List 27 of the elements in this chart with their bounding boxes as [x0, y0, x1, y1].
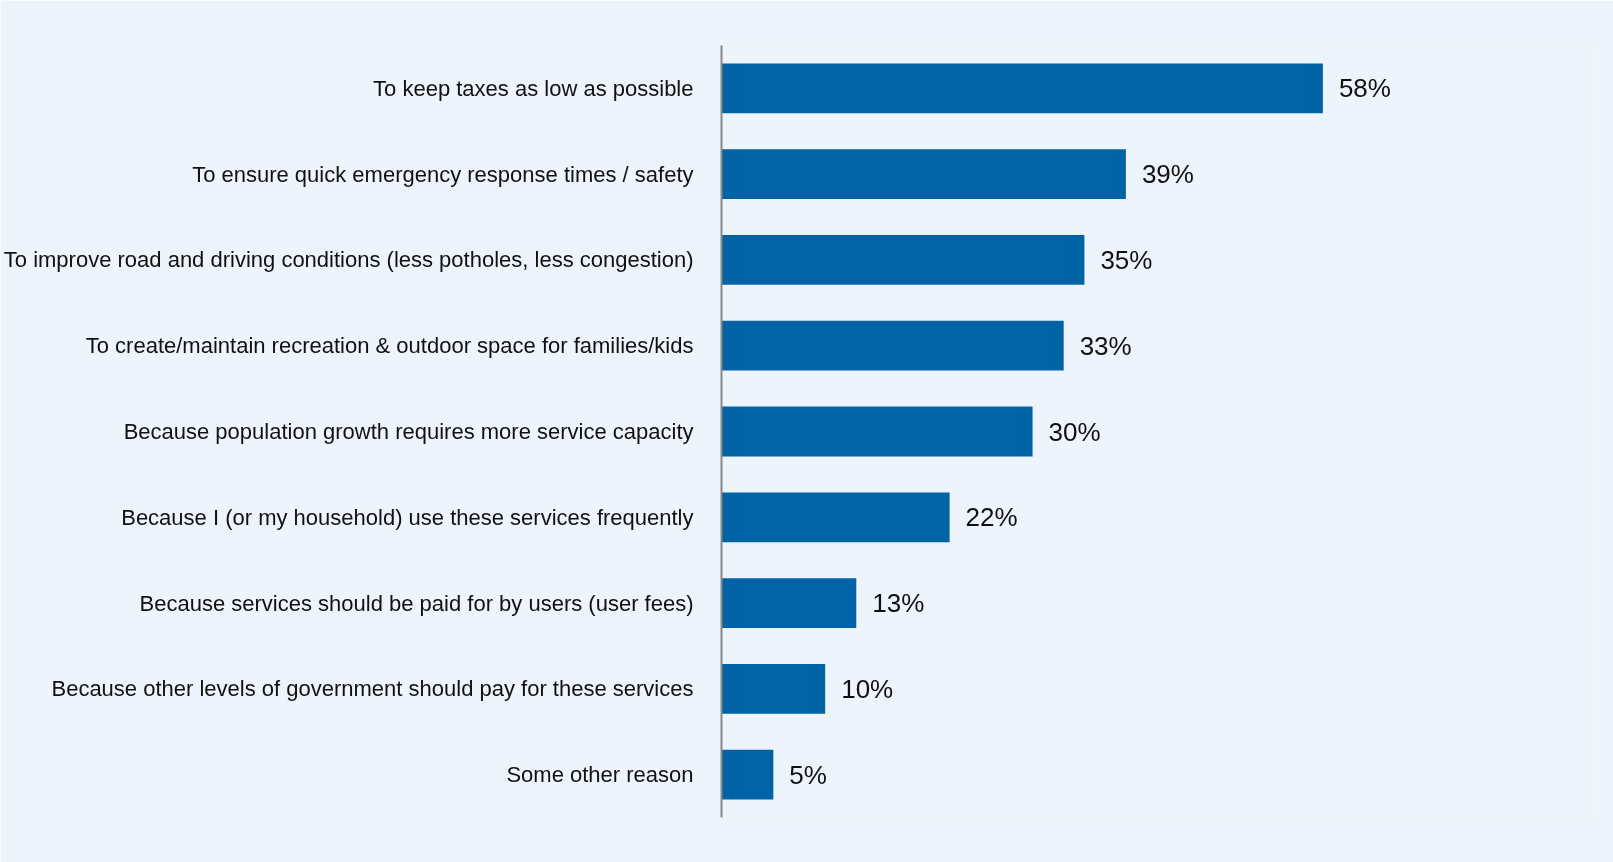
bar — [721, 63, 1323, 114]
bar — [721, 320, 1064, 371]
bar — [721, 492, 950, 543]
y-tick-label: To keep taxes as low as possible — [373, 75, 694, 101]
y-tick-label: Because population growth requires more service capacity — [123, 419, 694, 444]
y-tick-label: To improve road and driving conditions (less potholes, less congestion) — [3, 247, 694, 273]
data-label: 39% — [1141, 159, 1194, 190]
data-label: 13% — [872, 588, 925, 619]
data-label: 33% — [1079, 330, 1132, 361]
data-label: 22% — [965, 502, 1018, 533]
bar — [721, 578, 857, 628]
bar — [721, 749, 774, 800]
bar — [721, 406, 1033, 457]
data-label: 58% — [1338, 73, 1391, 104]
y-tick-label: To create/maintain recreation & outdoor space for families/kids — [85, 333, 694, 359]
data-label: 5% — [789, 759, 827, 790]
bar — [721, 149, 1126, 200]
y-tick-label: Because services should be paid for by users (user fees) — [139, 590, 694, 616]
bar — [721, 663, 826, 714]
y-tick-label: Some other reason — [506, 762, 694, 788]
data-label: 10% — [841, 673, 894, 704]
data-label: 30% — [1048, 416, 1101, 447]
data-label: 35% — [1100, 244, 1153, 275]
bar — [721, 235, 1085, 285]
y-tick-label: Because other levels of government should pay for these services — [51, 676, 694, 702]
y-tick-label: Because I (or my household) use these services frequently — [121, 504, 694, 530]
y-tick-label: To ensure quick emergency response times / safety — [192, 161, 694, 187]
